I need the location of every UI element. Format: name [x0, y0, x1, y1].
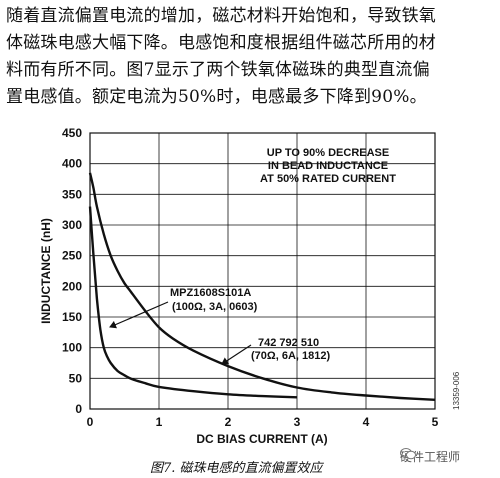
series-line-1 — [88, 172, 436, 401]
y-tick-label: 400 — [62, 157, 82, 171]
series-label-line: MPZ1608S101A — [170, 287, 251, 299]
x-tick-label: 5 — [432, 415, 439, 429]
y-tick-label: 450 — [62, 126, 82, 140]
y-tick-label: 250 — [62, 249, 82, 263]
y-tick-label: 0 — [75, 402, 82, 416]
x-axis-label: DC BIAS CURRENT (A) — [196, 432, 327, 446]
document-id: 13359-006 — [452, 371, 461, 410]
series-lines — [88, 172, 436, 401]
y-tick-label: 300 — [62, 218, 82, 232]
y-tick-label: 100 — [62, 341, 82, 355]
series-line-0 — [88, 206, 298, 399]
paragraph-line: 料而有所不同。图7显示了两个铁氧体磁珠的典型直流偏 — [6, 60, 430, 80]
y-tick-labels: 0 50 100 150 200 250 300 350 400 450 — [62, 126, 82, 416]
y-tick-label: 350 — [62, 187, 82, 201]
x-tick-labels: 0 1 2 3 4 5 — [87, 415, 439, 429]
series-pointer-arrow — [109, 301, 169, 329]
chat-bubble-icon — [400, 448, 416, 460]
x-tick-label: 2 — [225, 415, 232, 429]
y-axis-label: INDUCTANCE (nH) — [39, 218, 53, 324]
series-label-line: (70Ω, 6A, 1812) — [251, 350, 330, 362]
x-tick-label: 0 — [87, 415, 94, 429]
x-tick-label: 1 — [156, 415, 163, 429]
paragraph-line: 随着直流偏置电流的增加，磁芯材料开始饱和，导致铁氧 — [6, 6, 436, 26]
series-label-mpz: MPZ1608S101A (100Ω, 3A, 0603) — [109, 287, 258, 329]
series-label-742: 742 792 510 (70Ω, 6A, 1812) — [221, 337, 330, 365]
plot-frame — [89, 132, 436, 410]
watermark: 硬件工程师 — [400, 448, 460, 465]
annotation-line: IN BEAD INDUCTANCE — [268, 160, 388, 172]
body-paragraph: 随着直流偏置电流的增加，磁芯材料开始饱和，导致铁氧 体磁珠电感大幅下降。电感饱和… — [6, 3, 496, 111]
annotation-line: AT 50% RATED CURRENT — [260, 173, 396, 185]
y-tick-label: 200 — [62, 279, 82, 293]
x-tick-label: 4 — [363, 415, 370, 429]
y-tick-label: 50 — [69, 371, 83, 385]
figure-caption: 图7. 磁珠电感的直流偏置效应 — [150, 461, 323, 476]
paragraph-line: 体磁珠电感大幅下降。电感饱和度根据组件磁芯所用的材 — [6, 33, 436, 53]
y-tick-label: 150 — [62, 310, 82, 324]
chart-annotation: UP TO 90% DECREASE IN BEAD INDUCTANCE AT… — [260, 147, 396, 185]
x-tick-label: 3 — [294, 415, 301, 429]
paragraph-line: 置电感值。额定电流为50%时，电感最多下降到90%。 — [6, 87, 427, 107]
series-label-line: 742 792 510 — [258, 337, 319, 349]
series-pointer-arrow — [221, 344, 252, 365]
annotation-line: UP TO 90% DECREASE — [267, 147, 389, 159]
series-label-line: (100Ω, 3A, 0603) — [172, 301, 258, 313]
